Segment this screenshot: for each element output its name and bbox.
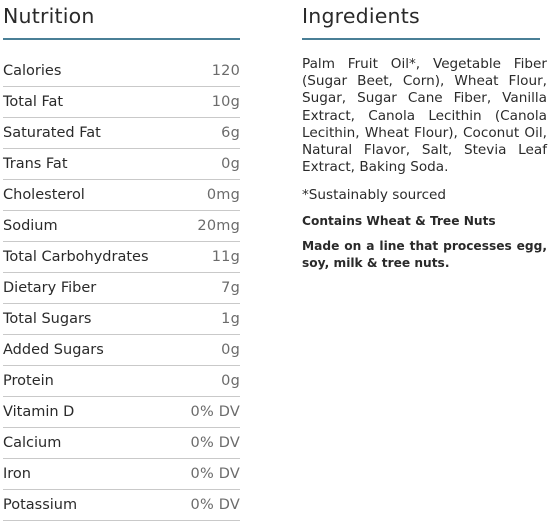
nutrient-value: 0g (221, 342, 240, 358)
nutrition-row-calcium: Calcium 0% DV (3, 428, 240, 459)
nutrient-value: 0g (221, 156, 240, 172)
ingredients-heading: Ingredients (302, 4, 420, 28)
nutrition-row-protein: Protein 0g (3, 366, 240, 397)
nutrient-value: 0% DV (190, 404, 240, 420)
nutrient-name: Iron (3, 466, 31, 482)
nutrient-name: Sodium (3, 218, 58, 234)
nutrient-name: Added Sugars (3, 342, 104, 358)
nutrition-heading-rule (3, 38, 240, 40)
nutrient-value: 20mg (197, 218, 240, 234)
ingredients-panel: Ingredients Palm Fruit Oil*, Vegetable F… (302, 0, 547, 272)
nutrient-value: 0mg (206, 187, 240, 203)
nutrition-row-added-sugars: Added Sugars 0g (3, 335, 240, 366)
nutrient-name: Potassium (3, 497, 78, 513)
nutrient-name: Total Fat (3, 94, 64, 110)
nutrient-name: Calories (3, 63, 62, 79)
nutrient-value: 11g (211, 249, 240, 265)
nutrition-row-dietary-fiber: Dietary Fiber 7g (3, 273, 240, 304)
nutrition-panel: Nutrition Calories 120 Total Fat 10g Sat… (3, 0, 240, 521)
nutrient-value: 0% DV (190, 497, 240, 513)
ingredients-list: Palm Fruit Oil*, Vegetable Fiber (Sugar … (302, 56, 547, 176)
nutrient-value: 0% DV (190, 466, 240, 482)
nutrient-name: Trans Fat (3, 156, 68, 172)
nutrition-row-saturated-fat: Saturated Fat 6g (3, 118, 240, 149)
nutrient-name: Calcium (3, 435, 62, 451)
nutrition-row-cholesterol: Cholesterol 0mg (3, 180, 240, 211)
nutrient-value: 0g (221, 373, 240, 389)
nutrition-row-total-carbohydrates: Total Carbohydrates 11g (3, 242, 240, 273)
nutrient-value: 120 (211, 63, 240, 79)
nutrient-name: Cholesterol (3, 187, 85, 203)
nutrient-name: Protein (3, 373, 54, 389)
nutrient-name: Vitamin D (3, 404, 75, 420)
sustainability-footnote: *Sustainably sourced (302, 187, 447, 204)
nutrient-name: Dietary Fiber (3, 280, 97, 296)
facility-statement: Made on a line that processes egg, soy, … (302, 239, 547, 271)
nutrient-value: 10g (211, 94, 240, 110)
allergen-statement: Contains Wheat & Tree Nuts (302, 214, 496, 229)
nutrient-name: Total Sugars (3, 311, 92, 327)
nutrition-row-potassium: Potassium 0% DV (3, 490, 240, 521)
ingredients-heading-rule (302, 38, 540, 40)
nutrition-row-calories: Calories 120 (3, 56, 240, 87)
nutrition-row-sodium: Sodium 20mg (3, 211, 240, 242)
nutrient-name: Total Carbohydrates (3, 249, 149, 265)
nutrition-row-total-fat: Total Fat 10g (3, 87, 240, 118)
nutrition-row-vitamin-d: Vitamin D 0% DV (3, 397, 240, 428)
nutrition-rows: Calories 120 Total Fat 10g Saturated Fat… (3, 56, 240, 521)
nutrition-row-iron: Iron 0% DV (3, 459, 240, 490)
nutrition-heading: Nutrition (3, 4, 95, 28)
nutrient-value: 6g (221, 125, 240, 141)
nutrient-name: Saturated Fat (3, 125, 101, 141)
nutrient-value: 0% DV (190, 435, 240, 451)
nutrient-value: 7g (221, 280, 240, 296)
nutrition-row-trans-fat: Trans Fat 0g (3, 149, 240, 180)
nutrition-row-total-sugars: Total Sugars 1g (3, 304, 240, 335)
nutrient-value: 1g (221, 311, 240, 327)
